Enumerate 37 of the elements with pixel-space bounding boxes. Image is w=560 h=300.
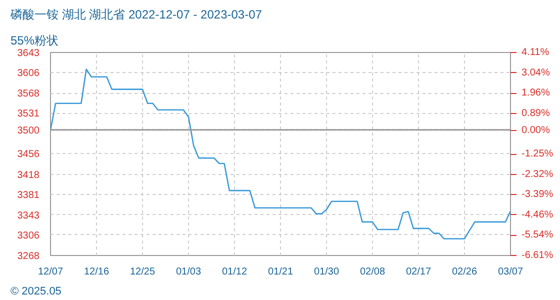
x-tick-label: 12/25 xyxy=(130,266,156,278)
y-tick-label: 3531 xyxy=(17,108,40,120)
y2-tick-label: 3.04% xyxy=(522,67,550,78)
y-tick-label: 3643 xyxy=(17,48,40,59)
text: © 2025.05 xyxy=(10,286,62,298)
x-tick-label: 03/07 xyxy=(498,266,524,278)
x-tick-label: 02/17 xyxy=(406,266,432,278)
y2-tick-label: 0.89% xyxy=(522,108,550,119)
y2-tick-label: -6.61% xyxy=(522,250,554,261)
y2-tick-label: -4.46% xyxy=(522,209,554,220)
y2-tick-label: -3.39% xyxy=(522,189,554,200)
y-tick-label: 3418 xyxy=(17,170,40,181)
y2-tick-label: 1.96% xyxy=(522,88,550,99)
x-tick-label: 01/12 xyxy=(222,266,248,278)
x-tick-label: 02/08 xyxy=(360,266,386,278)
x-tick-label: 01/21 xyxy=(268,266,294,278)
y2-tick-label: -2.32% xyxy=(522,168,554,180)
line-series xyxy=(50,68,510,240)
y2-tick-label: -1.25% xyxy=(522,148,554,160)
x-tick-label: 12/16 xyxy=(84,266,110,278)
y-tick-label: 3568 xyxy=(17,88,40,100)
y2-tick-label: 4.11% xyxy=(522,47,550,58)
y2-tick-label: -5.54% xyxy=(522,230,554,241)
x-tick-label: 01/03 xyxy=(176,266,202,278)
x-tick-label: 02/26 xyxy=(452,266,478,278)
y-tick-label: 3381 xyxy=(17,190,40,201)
x-tick-label: 12/07 xyxy=(38,266,64,278)
chart-title: 磷酸一铵 湖北 湖北省 2022-12-07 - 2023-03-07 xyxy=(10,8,262,22)
chart-subtitle: 55%粉状 xyxy=(10,34,59,48)
y-tick-label: 3456 xyxy=(17,149,40,160)
y-tick-label: 3500 xyxy=(17,125,40,136)
x-tick-label: 01/30 xyxy=(314,266,340,278)
y-tick-label: 3343 xyxy=(17,210,40,222)
y-tick-label: 3306 xyxy=(17,230,40,242)
y-tick-label: 3268 xyxy=(17,251,40,262)
y-tick-label: 3606 xyxy=(17,68,40,80)
y2-tick-label: 0.00% xyxy=(522,124,550,136)
